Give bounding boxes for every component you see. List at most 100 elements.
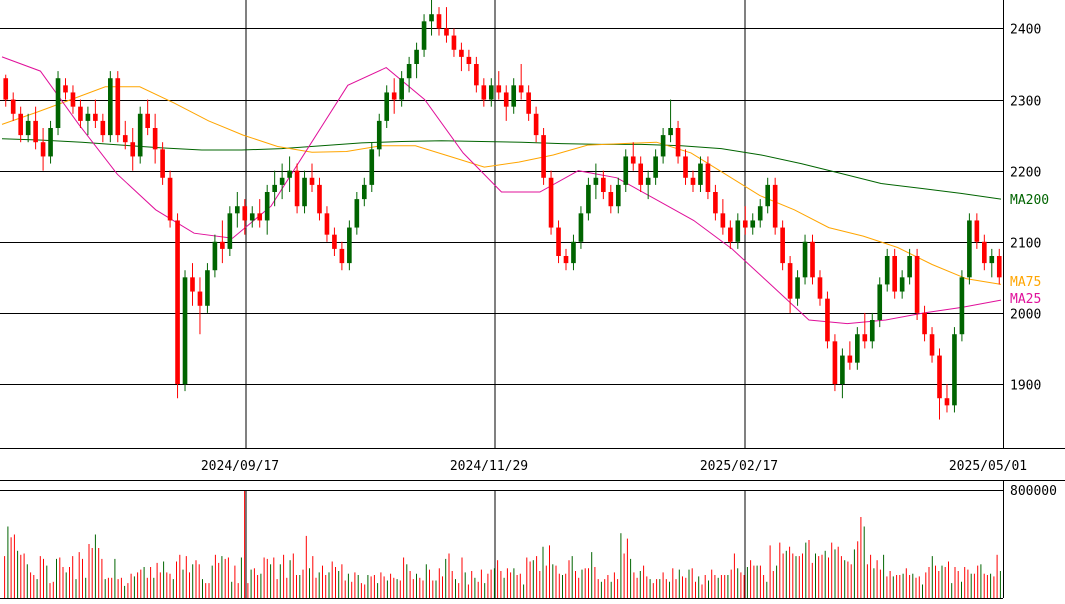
candle-body <box>361 184 367 200</box>
candle-body <box>294 170 300 207</box>
candle-body <box>944 398 950 406</box>
x-tick-label: 2024/11/29 <box>450 459 528 474</box>
ma-label: MA25 <box>1010 292 1041 307</box>
candle-body <box>630 156 636 164</box>
candle-body <box>451 35 457 50</box>
candle-body <box>93 113 98 121</box>
candle-body <box>698 163 703 185</box>
candle-body <box>444 28 449 36</box>
ma75-line <box>1 86 1002 285</box>
candle-body <box>765 184 771 207</box>
candle-body <box>959 277 965 335</box>
candle-body <box>914 256 920 313</box>
candle-body <box>855 334 860 363</box>
candle-body <box>586 184 591 214</box>
candle-body <box>70 92 76 107</box>
candle-body <box>376 120 382 150</box>
candle-body <box>249 213 255 221</box>
candle-body <box>25 120 31 136</box>
candle-body <box>862 334 868 342</box>
candle-body <box>518 85 524 93</box>
candle-body <box>757 206 763 221</box>
candle-body <box>892 256 897 292</box>
candle-body <box>100 120 106 136</box>
candle-body <box>115 78 121 136</box>
candle-body <box>481 85 487 100</box>
candle-body <box>982 241 987 264</box>
y-tick-label: 2400 <box>1010 23 1041 38</box>
candle-body <box>55 78 61 128</box>
candle-body <box>33 120 38 143</box>
candle-body <box>108 78 113 136</box>
y-tick-label: 2300 <box>1010 95 1041 110</box>
candle-body <box>384 92 390 121</box>
candle-body <box>466 56 472 64</box>
candle-body <box>324 213 330 235</box>
y-tick-label: 2200 <box>1010 166 1041 181</box>
candle-body <box>503 92 509 107</box>
candle-body <box>645 177 651 185</box>
candle-body <box>48 128 53 157</box>
candle-body <box>78 106 83 121</box>
candle-body <box>608 192 614 207</box>
y-tick-label: 1900 <box>1010 379 1041 394</box>
candle-body <box>302 177 307 207</box>
candle-body <box>683 156 688 178</box>
candle-body <box>556 227 561 256</box>
candle-body <box>952 334 957 406</box>
candle-body <box>563 256 569 264</box>
candle-body <box>937 355 942 399</box>
candle-body <box>713 192 718 214</box>
candle-body <box>227 213 233 249</box>
candle-body <box>742 220 748 228</box>
candle-body <box>182 277 188 384</box>
x-tick-label: 2024/09/17 <box>201 459 279 474</box>
candle-body <box>406 64 412 79</box>
candle-body <box>421 21 427 50</box>
candle-body <box>967 220 972 278</box>
candle-body <box>877 284 883 320</box>
candle-body <box>675 128 681 157</box>
candle-body <box>907 256 912 278</box>
candle-body <box>354 199 360 228</box>
candle-body <box>40 142 46 157</box>
candle-body <box>459 49 464 57</box>
candle-body <box>220 241 225 249</box>
candle-body <box>526 92 531 114</box>
candle-body <box>3 78 9 100</box>
candle-body <box>638 163 644 185</box>
candle-body <box>869 320 875 342</box>
candle-body <box>802 241 808 278</box>
x-tick-label: 2025/02/17 <box>700 459 778 474</box>
candle-body <box>152 128 158 150</box>
candle-body <box>63 85 68 93</box>
candle-body <box>593 177 599 185</box>
candle-body <box>18 113 23 136</box>
candle-body <box>488 85 494 100</box>
candle-body <box>817 277 823 299</box>
candle-body <box>780 227 785 264</box>
candle-body <box>167 177 173 221</box>
candle-body <box>735 220 741 242</box>
candle-body <box>272 184 277 192</box>
candle-body <box>332 234 337 249</box>
candle-body <box>436 14 442 29</box>
candle-body <box>160 149 165 178</box>
candle-body <box>787 263 793 299</box>
candle-body <box>511 85 517 107</box>
candle-body <box>287 170 292 178</box>
candle-body <box>347 227 352 264</box>
candle-body <box>578 213 584 242</box>
candle-body <box>974 220 980 242</box>
candle-body <box>130 142 136 157</box>
candle-body <box>205 270 210 306</box>
candle-body <box>810 241 815 278</box>
candle-body <box>720 213 726 228</box>
candle-body <box>533 113 539 136</box>
candle-body <box>257 213 263 221</box>
candle-body <box>705 163 711 192</box>
candle-body <box>772 184 778 228</box>
candle-body <box>750 220 756 228</box>
